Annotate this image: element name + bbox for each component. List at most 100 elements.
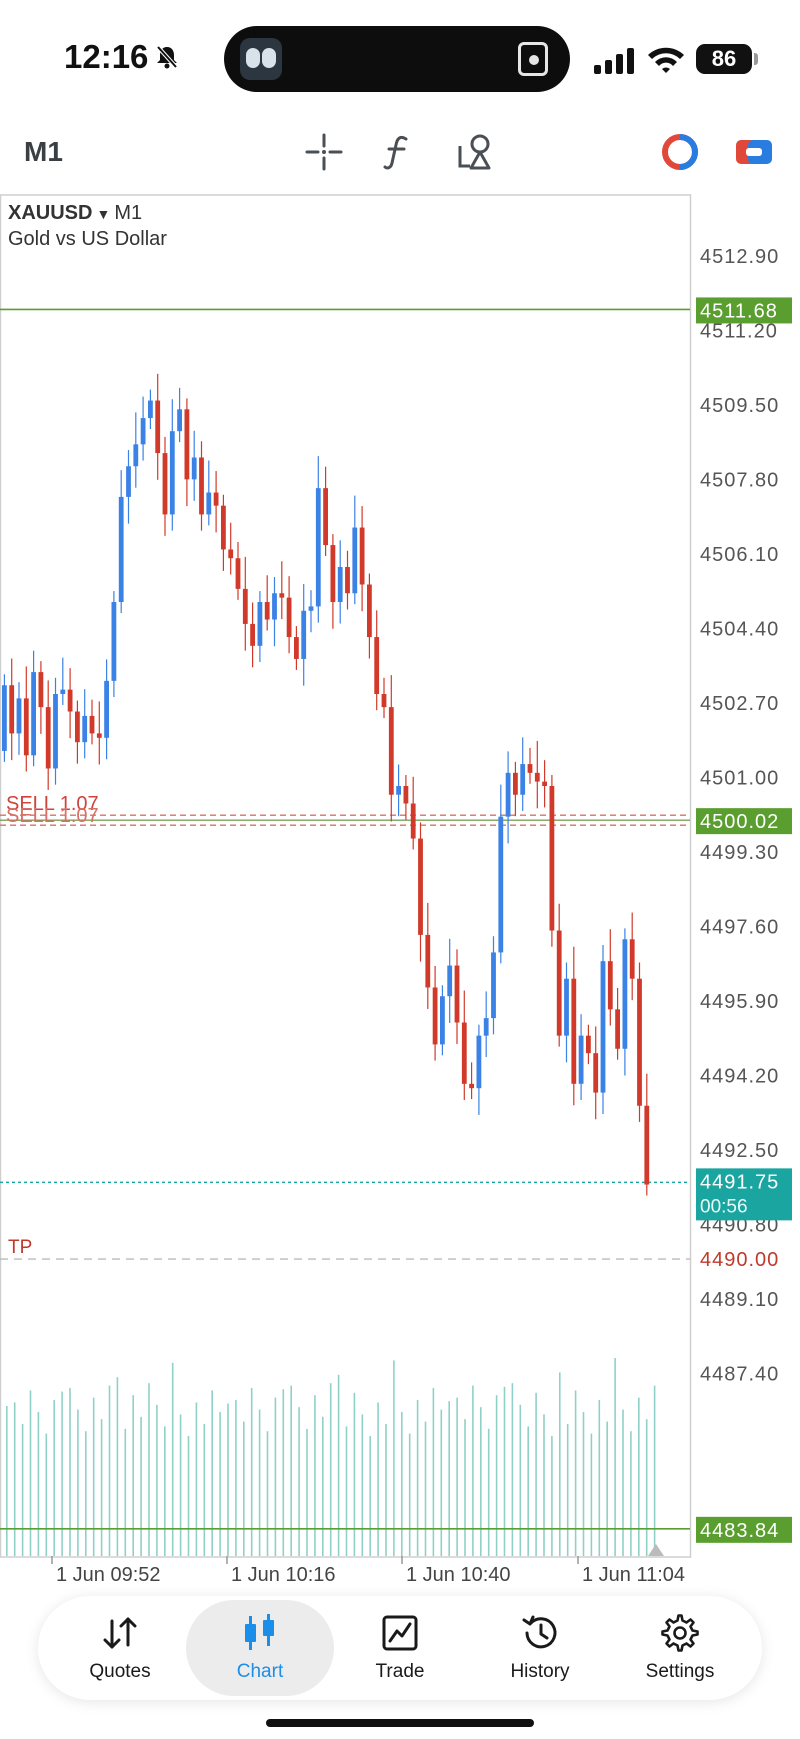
volume-bar	[124, 1428, 127, 1556]
candle-bull	[308, 606, 314, 611]
volume-bar	[464, 1419, 466, 1556]
objects-icon[interactable]	[452, 130, 496, 174]
volume-bar	[345, 1426, 348, 1556]
crosshair-icon[interactable]	[302, 130, 346, 174]
candle-bear	[45, 707, 51, 769]
candle-bull	[31, 672, 36, 756]
candle-bull	[483, 1018, 489, 1036]
volume-bar	[456, 1397, 458, 1556]
candle-bull	[301, 610, 307, 659]
candle-bear	[359, 527, 365, 585]
volume-bar	[511, 1383, 514, 1556]
chart-canvas[interactable]: 4512.90 4511.20 4509.50 4507.80 4506.10 4504.…	[0, 192, 800, 1582]
volume-bar	[543, 1414, 545, 1556]
candle-bear	[89, 715, 95, 734]
clock-time: 12:16	[64, 38, 149, 75]
nav-history[interactable]: History	[466, 1600, 614, 1696]
volume-bar	[408, 1433, 411, 1556]
symbol-description: Gold vs US Dollar	[8, 228, 167, 250]
candle-bull	[60, 689, 66, 694]
candle-bear	[184, 409, 190, 480]
bid-price-label: 4491.75 00:56	[696, 1168, 792, 1221]
price-scale-label: 4502.70	[700, 693, 779, 715]
price-chart[interactable]: 4512.90 4511.20 4509.50 4507.80 4506.10 4504.…	[0, 192, 800, 1582]
volume-bar	[495, 1395, 498, 1556]
candle-bear	[228, 549, 234, 559]
nav-trade[interactable]: Trade	[326, 1600, 474, 1696]
candle-bull	[133, 444, 139, 467]
upper-level-label-text: 4511.68	[700, 300, 778, 322]
volume-bar	[266, 1431, 269, 1556]
candle-bear	[549, 785, 555, 931]
candle-bear	[75, 711, 80, 743]
volume-bar	[393, 1360, 395, 1556]
nav-settings[interactable]: Settings	[606, 1600, 754, 1696]
candlesticks	[2, 373, 650, 1196]
price-scale-label: 4501.00	[700, 768, 779, 790]
camera-indicator-icon	[518, 42, 548, 76]
volume-bar	[401, 1412, 403, 1556]
price-scale-label: 4509.50	[700, 395, 779, 417]
candle-bear	[637, 978, 642, 1106]
candle-bear	[67, 689, 73, 712]
volume-bar	[258, 1409, 261, 1556]
nav-chart-label: Chart	[236, 1661, 284, 1682]
function-icon[interactable]	[376, 130, 420, 174]
candle-bear	[432, 987, 438, 1045]
status-bar: 12:16 86	[0, 0, 800, 112]
volume-bar	[535, 1392, 537, 1556]
volume-bar	[519, 1404, 522, 1556]
candle-bear	[345, 566, 350, 594]
volume-bar	[638, 1397, 640, 1556]
symbol-dropdown-icon[interactable]: ▼	[96, 206, 111, 222]
time-axis-label: 1 Jun 09:52	[56, 1564, 161, 1582]
one-click-trading-icon[interactable]	[732, 130, 776, 174]
candle-bull	[169, 431, 175, 515]
gear-icon	[660, 1613, 700, 1653]
time-axis: 1 Jun 09:52 1 Jun 10:16 1 Jun 10:40 1 Jun 1…	[51, 1556, 685, 1582]
candle-bull	[257, 602, 263, 646]
candle-bull	[82, 715, 88, 743]
candle-bear	[542, 781, 547, 786]
candle-bear	[586, 1035, 591, 1054]
candle-bear	[286, 597, 292, 638]
candle-bear	[556, 930, 562, 1036]
price-scale-label: 4494.20	[700, 1066, 779, 1088]
price-scale-label: 4499.30	[700, 842, 779, 864]
volume-bar	[274, 1397, 277, 1556]
candle-bull	[272, 593, 277, 620]
volume-bar	[6, 1406, 8, 1556]
timeframe-selector[interactable]: M1	[24, 136, 63, 167]
candle-bull	[118, 496, 124, 603]
candle-bear	[38, 672, 44, 708]
volume-bar	[203, 1424, 206, 1556]
candle-bear	[199, 457, 204, 515]
volume-bar	[353, 1392, 356, 1556]
time-axis-label: 1 Jun 10:40	[406, 1564, 511, 1582]
volume-bar	[21, 1424, 24, 1556]
nav-chart[interactable]: Chart	[186, 1600, 334, 1696]
volume-bar	[314, 1395, 316, 1556]
candle-bear	[513, 772, 518, 795]
volume-bar	[92, 1397, 95, 1556]
time-axis-label: 1 Jun 10:16	[231, 1564, 336, 1582]
candle-bull	[177, 409, 182, 432]
chart-symbol-header[interactable]: XAUUSD ▼ M1	[8, 202, 142, 225]
symbol-name: XAUUSD	[8, 202, 93, 224]
volume-bar	[487, 1428, 490, 1556]
wifi-icon	[648, 47, 684, 73]
candle-bull	[564, 978, 569, 1036]
trade-chart-icon	[380, 1613, 420, 1653]
candle-bull	[53, 694, 58, 769]
sell-order-label: SELL 1.07	[6, 805, 99, 827]
price-scale-label: 4495.90	[700, 991, 779, 1013]
sell-order-label: SELL 1.07	[6, 793, 99, 815]
indicator-circle-icon[interactable]	[658, 130, 702, 174]
candle-bear	[155, 400, 161, 454]
candle-bull	[396, 785, 401, 795]
candle-bear	[330, 545, 336, 603]
volume-bar	[156, 1404, 158, 1556]
candle-bear	[242, 588, 248, 624]
nav-quotes[interactable]: Quotes	[46, 1600, 194, 1696]
candle-bear	[469, 1083, 474, 1089]
